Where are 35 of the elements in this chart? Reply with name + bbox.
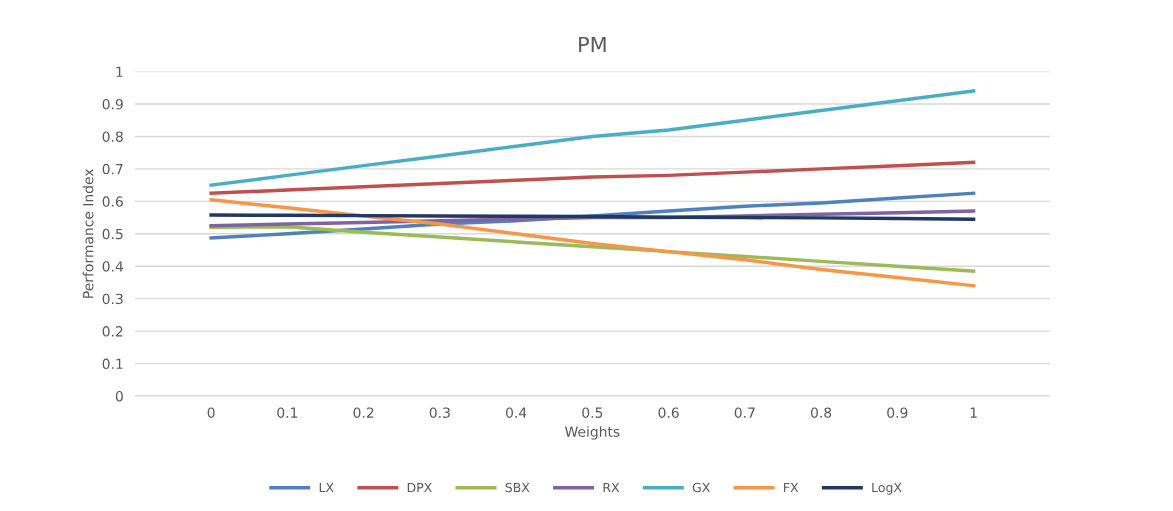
x-tick-label: 0.9: [887, 407, 908, 418]
x-tick-label: 0: [207, 407, 215, 418]
line-series: [209, 160, 976, 195]
y-tick-label: 0.5: [102, 228, 123, 240]
y-tick-label: 0.1: [102, 358, 123, 370]
y-tick-label: 0.3: [102, 293, 123, 305]
y-tick-label: 0.8: [102, 131, 123, 142]
legend-label: RX: [603, 482, 620, 493]
x-tick-label: 0.2: [353, 407, 374, 418]
legend-label: FX: [784, 482, 799, 493]
x-tick-label: 1: [970, 407, 977, 418]
y-tick-label: 0.9: [102, 98, 123, 110]
x-tick-label: 0.8: [810, 407, 832, 418]
line-series: [209, 89, 976, 187]
y-axis-title: Performance Index: [82, 168, 94, 298]
legend-label: LX: [319, 482, 334, 493]
y-tick-label: 1: [116, 66, 123, 77]
y-tick-label: 0.7: [102, 163, 123, 175]
chart-title: PM: [579, 36, 606, 53]
legend-label: SBX: [505, 482, 530, 493]
y-tick-label: 0: [115, 390, 123, 402]
y-tick-label: 0.2: [102, 326, 123, 337]
legend-label: DPX: [407, 482, 432, 493]
x-tick-label: 0.7: [734, 407, 755, 418]
x-tick-label: 0.6: [658, 407, 679, 418]
line-series: [209, 197, 976, 288]
legend-label: LogX: [872, 482, 902, 495]
x-tick-label: 0.5: [582, 407, 603, 418]
x-tick-label: 0.1: [277, 407, 298, 418]
x-axis-title: Weights: [565, 426, 620, 440]
x-tick-label: 0.3: [429, 407, 450, 418]
x-tick-label: 0.4: [505, 407, 527, 418]
y-tick-label: 0.4: [102, 261, 124, 272]
legend-label: GX: [692, 482, 710, 493]
y-tick-label: 0.6: [102, 196, 123, 207]
